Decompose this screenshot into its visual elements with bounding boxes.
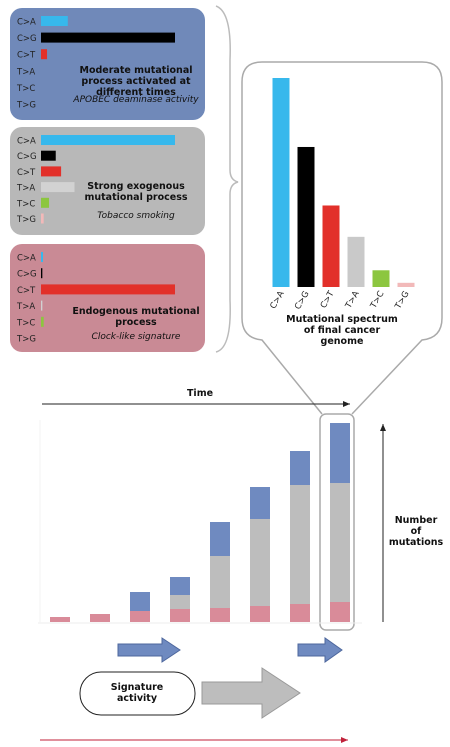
bar-segment (330, 423, 350, 483)
category-label: C>T (17, 286, 36, 296)
bar (297, 146, 315, 287)
bar-segment (250, 606, 270, 622)
bar (41, 135, 175, 145)
category-label: T>G (16, 335, 36, 345)
brace (215, 5, 239, 353)
bar-segment (330, 602, 350, 622)
bar-segment (290, 485, 310, 604)
bar (41, 166, 62, 177)
bar-segment (210, 608, 230, 622)
y-label: Number of mutations (388, 515, 444, 548)
bar-segment (130, 611, 150, 622)
legend-label: Signature activity (110, 682, 164, 704)
category-label: T>A (16, 184, 35, 194)
bar-segment (170, 577, 190, 595)
bar (397, 282, 415, 287)
bar (272, 78, 290, 287)
category-label: C>A (17, 18, 36, 28)
bar (41, 150, 56, 161)
category-label: T>A (16, 67, 35, 77)
bar-segment (50, 617, 70, 622)
bar-segment (130, 592, 150, 611)
bar-segment (170, 595, 190, 609)
bar (41, 268, 43, 279)
spectrum-title: Mutational spectrum of final cancer geno… (286, 314, 398, 347)
category-label: C>T (17, 168, 36, 178)
highlight-box (319, 413, 355, 631)
category-label: C>G (17, 34, 37, 44)
activity-arrow (117, 637, 181, 663)
category-label: C>A (17, 137, 36, 147)
category-label: T>C (16, 318, 35, 328)
bar (41, 284, 175, 295)
category-label: T>A (343, 289, 361, 311)
bar (41, 49, 48, 60)
bar-segment (250, 519, 270, 606)
bar (347, 236, 365, 287)
category-label: T>G (16, 101, 36, 111)
bar (41, 32, 175, 43)
category-label: C>A (17, 254, 36, 264)
signature-title: Strong exogenous mutational process (84, 181, 188, 203)
bar-segment (330, 483, 350, 602)
category-label: T>G (16, 215, 36, 225)
bar (322, 205, 340, 287)
category-label: T>G (393, 290, 412, 312)
category-label: C>G (17, 152, 37, 162)
signature-title: Endogenous mutational process (72, 306, 200, 328)
bar (372, 270, 390, 287)
category-label: C>T (319, 289, 337, 311)
bar-segment (290, 451, 310, 485)
bar-segment (290, 604, 310, 622)
bar-segment (170, 609, 190, 622)
category-label: T>C (16, 199, 35, 209)
category-label: T>C (16, 84, 35, 94)
bar (41, 182, 75, 193)
bar-segment (90, 614, 110, 622)
category-label: C>G (17, 270, 37, 280)
signature-subtitle: Clock-like signature (91, 332, 181, 342)
category-label: C>T (17, 51, 36, 61)
category-label: T>A (16, 302, 35, 312)
bar-segment (210, 556, 230, 608)
bar-segment (210, 522, 230, 556)
category-label: C>G (293, 290, 311, 312)
callout (241, 61, 443, 415)
bar (41, 197, 50, 208)
bar (41, 16, 68, 26)
signature-subtitle: Tobacco smoking (97, 211, 175, 221)
category-label: T>C (368, 289, 386, 311)
bar (41, 300, 43, 311)
activity-arrow (201, 667, 301, 719)
bar (41, 252, 44, 262)
category-label: C>A (269, 289, 287, 311)
signature-box (10, 127, 205, 235)
bar-segment (250, 487, 270, 519)
x-label: Time (186, 388, 214, 399)
activity-arrow (297, 637, 343, 663)
signature-box (10, 244, 205, 352)
signature-subtitle: APOBEC deaminase activity (73, 95, 199, 105)
bar (41, 213, 44, 224)
signature-title: Moderate mutational process activated at… (79, 65, 193, 98)
bar (41, 316, 44, 327)
legend-pill (79, 671, 196, 716)
